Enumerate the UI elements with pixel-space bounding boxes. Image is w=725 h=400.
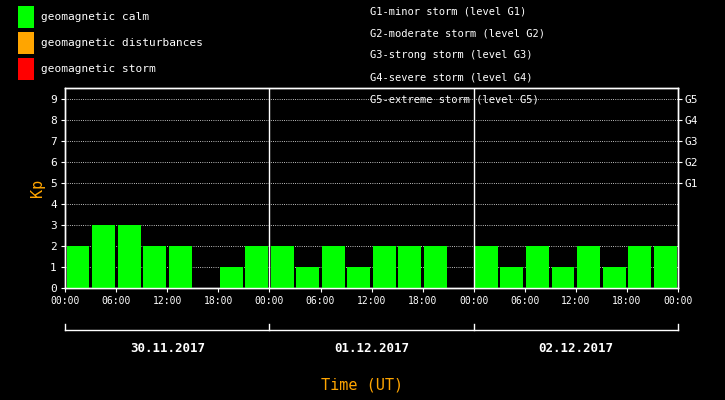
Text: G5-extreme storm (level G5): G5-extreme storm (level G5) (370, 94, 539, 104)
Bar (475, 246, 498, 288)
Bar (373, 246, 396, 288)
Text: geomagnetic calm: geomagnetic calm (41, 12, 149, 22)
Bar (117, 225, 141, 288)
Bar (67, 246, 89, 288)
Bar (654, 246, 676, 288)
Bar (143, 246, 166, 288)
Bar (398, 246, 421, 288)
Text: geomagnetic disturbances: geomagnetic disturbances (41, 38, 203, 48)
Text: 01.12.2017: 01.12.2017 (334, 342, 409, 354)
Bar (220, 267, 243, 288)
Bar (628, 246, 651, 288)
Text: 30.11.2017: 30.11.2017 (130, 342, 205, 354)
Y-axis label: Kp: Kp (30, 179, 45, 197)
Text: G2-moderate storm (level G2): G2-moderate storm (level G2) (370, 28, 544, 38)
Bar (552, 267, 574, 288)
Bar (347, 267, 370, 288)
Bar (92, 225, 115, 288)
Text: G1-minor storm (level G1): G1-minor storm (level G1) (370, 6, 526, 16)
Text: geomagnetic storm: geomagnetic storm (41, 64, 156, 74)
Bar (500, 267, 523, 288)
Text: G3-strong storm (level G3): G3-strong storm (level G3) (370, 50, 532, 60)
Text: 02.12.2017: 02.12.2017 (538, 342, 613, 354)
Bar (577, 246, 600, 288)
Bar (297, 267, 319, 288)
Bar (424, 246, 447, 288)
Bar (322, 246, 345, 288)
Bar (245, 246, 268, 288)
Bar (526, 246, 549, 288)
Bar (169, 246, 191, 288)
Bar (602, 267, 626, 288)
Text: Time (UT): Time (UT) (321, 377, 404, 392)
Text: G4-severe storm (level G4): G4-severe storm (level G4) (370, 72, 532, 82)
Bar (270, 246, 294, 288)
